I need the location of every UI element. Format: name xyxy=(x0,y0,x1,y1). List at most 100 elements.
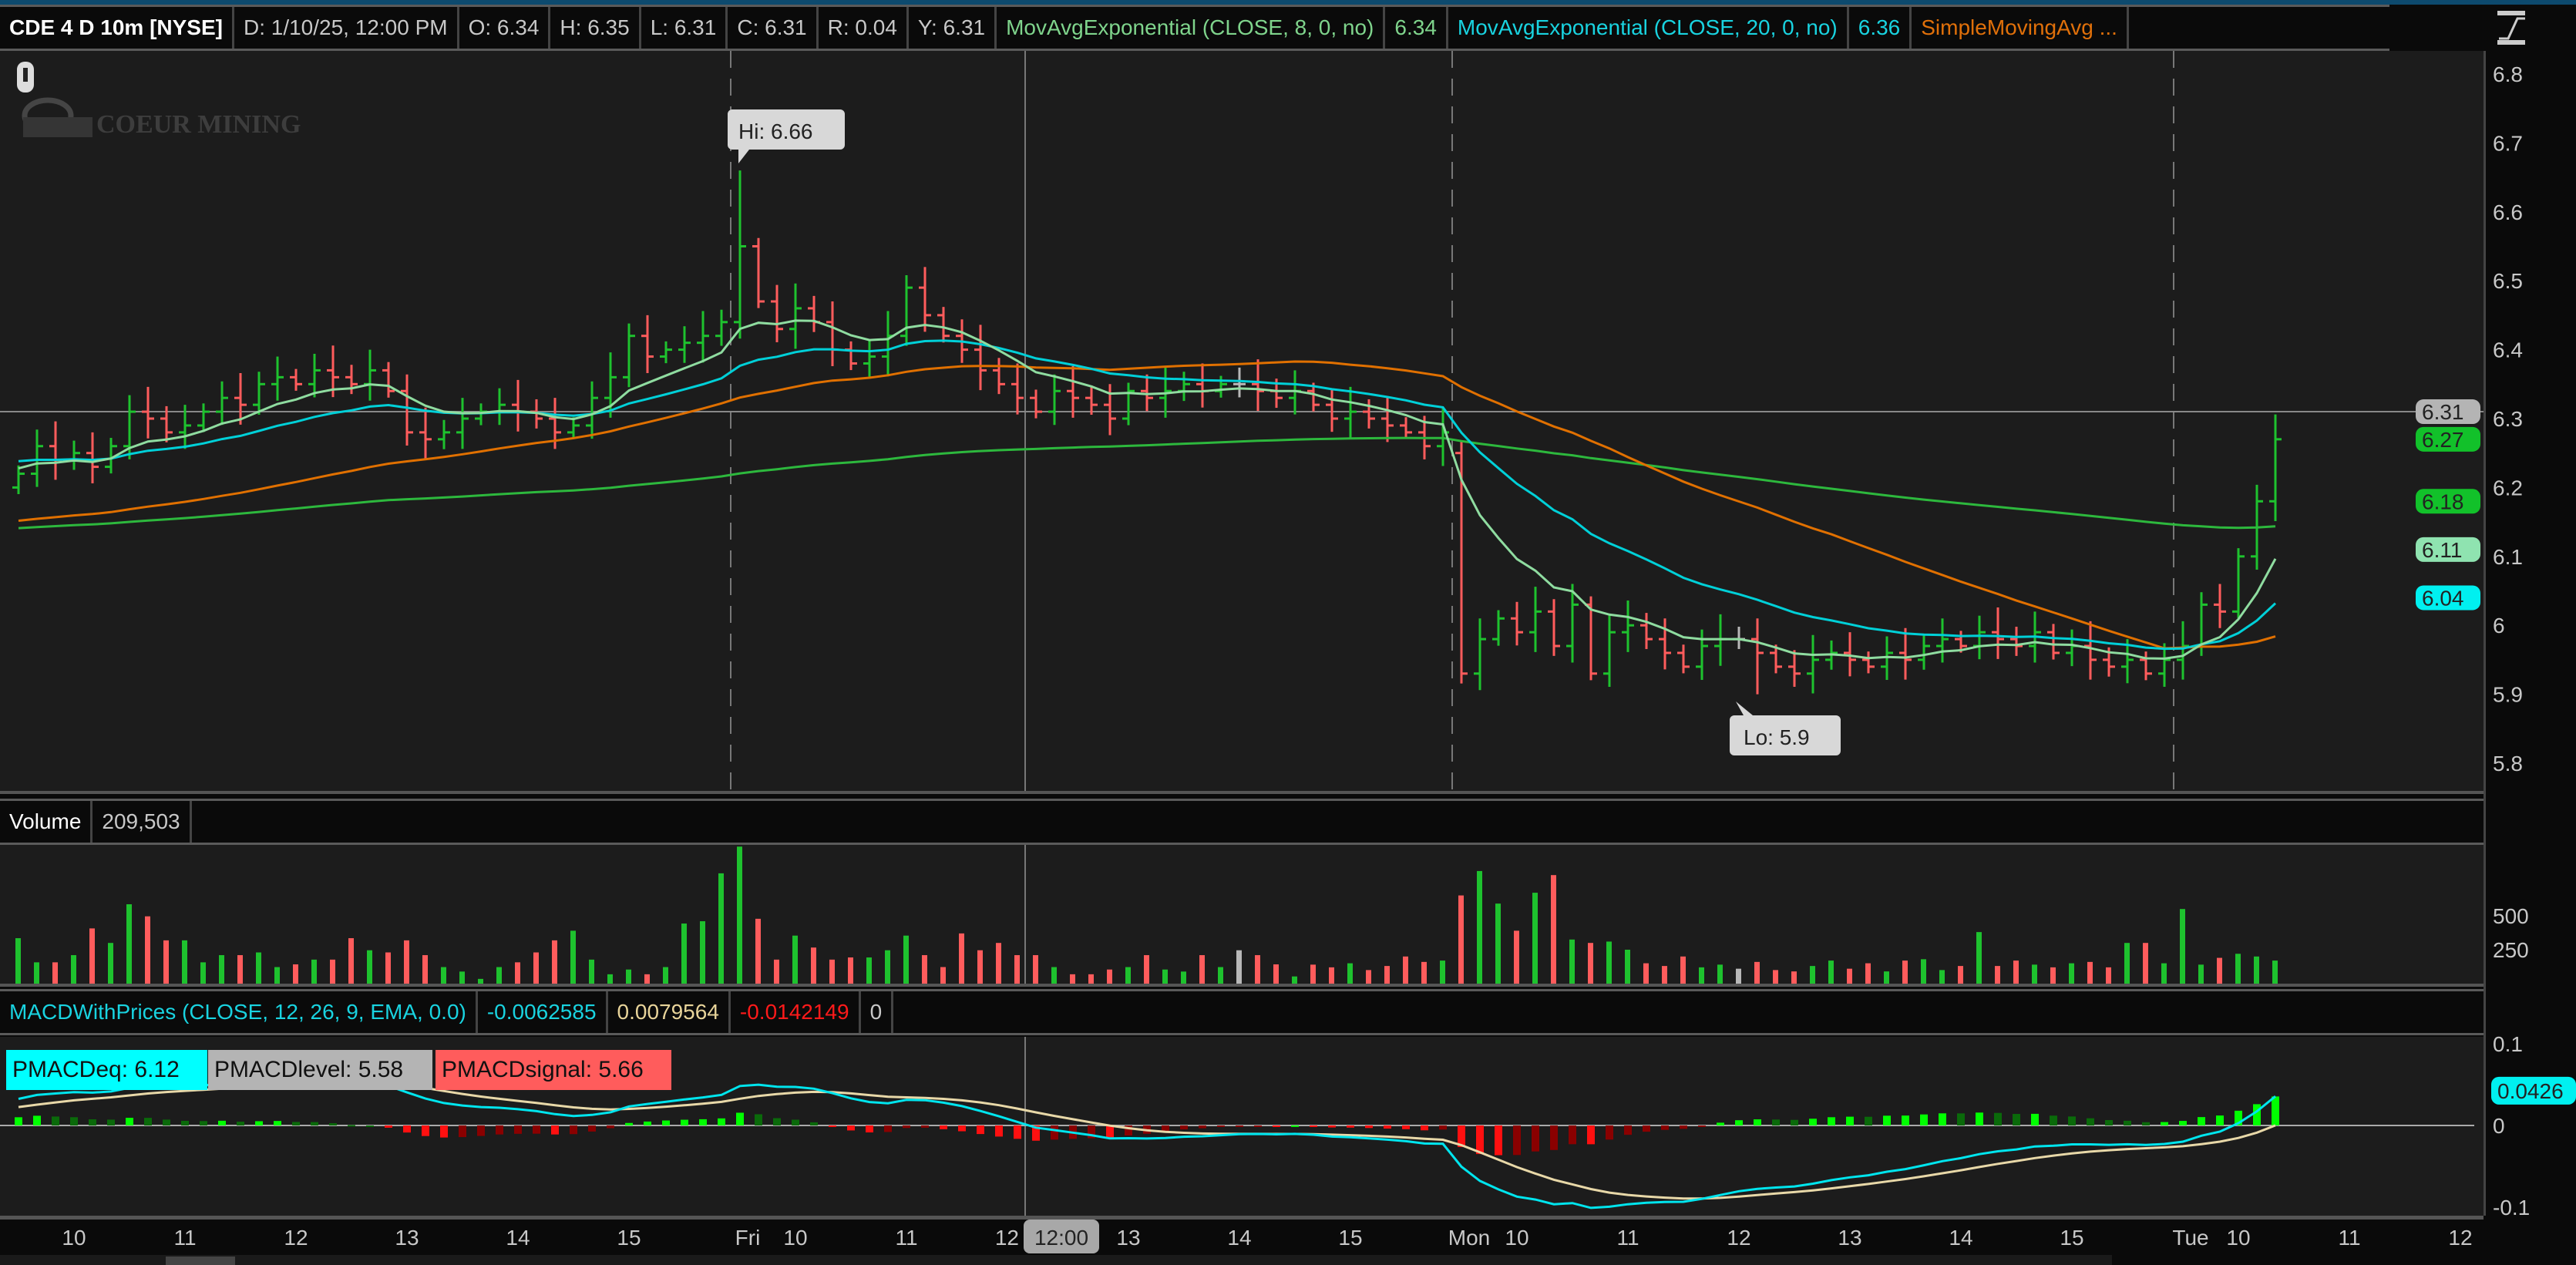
volume-bar xyxy=(1606,941,1612,984)
price-bar xyxy=(1751,618,1764,695)
volume-bar xyxy=(1310,964,1316,984)
volume-bar xyxy=(1569,939,1575,984)
volume-bar xyxy=(1754,961,1760,984)
drawing-tools-icon[interactable] xyxy=(2494,8,2533,46)
macd-histogram-bar xyxy=(1828,1117,1835,1125)
time-axis-label: 15 xyxy=(2060,1226,2083,1250)
macd-histogram-bar xyxy=(588,1125,596,1132)
info-icon[interactable] xyxy=(17,62,34,93)
volume-bar xyxy=(626,969,631,984)
volume-bar xyxy=(1847,968,1852,984)
volume-bar xyxy=(1495,903,1501,984)
price-bar xyxy=(900,275,913,346)
volume-bar xyxy=(922,955,927,984)
time-cursor-badge: 12:00 xyxy=(1024,1220,1099,1253)
price-bar xyxy=(1696,629,1708,681)
macd-histogram-bar xyxy=(2031,1113,2039,1125)
price-bar xyxy=(734,170,746,339)
volume-bar xyxy=(1939,970,1945,984)
volume-bar xyxy=(1625,950,1630,984)
open-readout: O: 6.34 xyxy=(459,7,551,49)
pane-divider[interactable] xyxy=(0,791,2484,794)
volume-bar xyxy=(1014,955,1020,984)
time-axis-label: 14 xyxy=(1949,1226,1972,1250)
macd-histogram-bar xyxy=(2142,1122,2150,1125)
volume-bar xyxy=(1384,966,1390,984)
macd-histogram-bar xyxy=(422,1125,429,1136)
time-axis-label: 11 xyxy=(2338,1226,2360,1250)
volume-bar xyxy=(515,962,520,984)
volume-bar xyxy=(219,955,224,984)
volume-bar xyxy=(1865,963,1871,984)
price-pane[interactable] xyxy=(0,51,2484,791)
price-marker-label: 6.31 xyxy=(2422,400,2464,424)
macd-histogram-bar xyxy=(1754,1119,1761,1125)
macd-histogram-bar xyxy=(89,1119,96,1125)
price-bar xyxy=(1474,618,1486,691)
volume-bar xyxy=(570,930,576,984)
volume-bar xyxy=(1995,966,2000,984)
volume-bar xyxy=(996,943,1001,984)
price-marker: 6.31 xyxy=(2416,399,2480,425)
price-bar xyxy=(1085,385,1098,415)
date-readout: D: 1/10/25, 12:00 PM xyxy=(234,7,459,49)
symbol-label[interactable]: CDE 4 D 10m [NYSE] xyxy=(0,7,234,49)
volume-bar xyxy=(2235,954,2241,984)
price-bar xyxy=(660,341,672,364)
volume-bar xyxy=(718,873,724,984)
ema8-study-label[interactable]: MovAvgExponential (CLOSE, 8, 0, no) xyxy=(997,7,1386,49)
price-tick-label: 6.7 xyxy=(2493,131,2523,155)
scrollbar-thumb[interactable] xyxy=(166,1257,235,1265)
volume-bar xyxy=(977,950,983,984)
price-bar xyxy=(419,407,432,459)
price-marker-label: 6.18 xyxy=(2422,490,2464,513)
volume-bar xyxy=(422,955,428,984)
macd-histogram-bar xyxy=(1587,1125,1595,1145)
macd-histogram-bar xyxy=(1106,1125,1114,1139)
macd-histogram-bar xyxy=(718,1118,725,1125)
volume-bar xyxy=(1366,970,1371,984)
price-tick-label: 6.2 xyxy=(2493,476,2523,500)
volume-bar xyxy=(552,940,557,984)
price-bar xyxy=(697,311,709,363)
macd-histogram-bar xyxy=(1532,1125,1539,1152)
macd-histogram-bar xyxy=(921,1125,929,1128)
pane-divider xyxy=(0,1216,2484,1220)
price-bar xyxy=(1400,417,1412,439)
volume-bar xyxy=(1588,943,1593,984)
price-bar xyxy=(179,405,191,449)
macd-marker-badge xyxy=(2491,1076,2576,1105)
price-study-header: CDE 4 D 10m [NYSE] D: 1/10/25, 12:00 PM … xyxy=(0,5,2389,51)
macd-histogram-bar xyxy=(1402,1125,1410,1129)
volume-bar xyxy=(1033,955,1038,984)
volume-bar xyxy=(811,947,816,984)
price-tick-label: 6.1 xyxy=(2493,545,2523,569)
volume-bar xyxy=(2143,943,2148,984)
macd-histogram-bar xyxy=(1957,1113,1965,1125)
ema20-study-label[interactable]: MovAvgExponential (CLOSE, 20, 0, no) xyxy=(1448,7,1849,49)
time-axis-label: 12 xyxy=(995,1226,1019,1250)
macd-histogram-bar xyxy=(1994,1112,2002,1125)
macd-histogram-bar xyxy=(2124,1120,2131,1125)
price-bar xyxy=(1067,366,1079,418)
macd-histogram-bar xyxy=(1310,1125,1317,1127)
ema8-line xyxy=(18,319,2277,660)
price-tick-label: 5.9 xyxy=(2493,683,2523,707)
y-readout: Y: 6.31 xyxy=(909,7,997,49)
macd-marker-label: 0.0426 xyxy=(2497,1079,2564,1103)
macd-histogram-bar xyxy=(1199,1125,1206,1129)
macd-histogram-bar xyxy=(2253,1104,2261,1125)
price-bar xyxy=(1899,627,1912,680)
volume-label[interactable]: Volume xyxy=(0,801,93,843)
price-bar xyxy=(623,323,635,388)
price-bar xyxy=(1992,607,2004,659)
horizontal-scrollbar[interactable] xyxy=(0,1255,2112,1265)
sma-study-label[interactable]: SimpleMovingAvg ... xyxy=(1912,7,2129,49)
macd-study-label[interactable]: MACDWithPrices (CLOSE, 12, 26, 9, EMA, 0… xyxy=(0,991,478,1033)
macd-histogram-bar xyxy=(773,1118,781,1125)
volume-bar xyxy=(1828,961,1834,984)
macd-histogram-bar xyxy=(1495,1125,1502,1156)
pane-divider[interactable] xyxy=(0,984,2484,987)
volume-bar xyxy=(663,967,668,984)
